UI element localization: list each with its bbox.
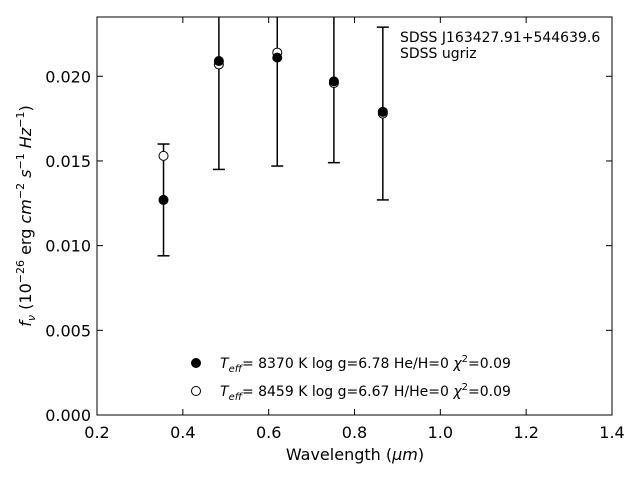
x-tick-label: 0.2: [84, 423, 109, 442]
legend-marker-filled: [191, 358, 201, 368]
legend-label-filled: Teff= 8370 K log g=6.78 He/H=0 χ2=0.09: [220, 354, 511, 375]
x-tick-label: 1.4: [599, 423, 624, 442]
annotation-line-1: SDSS J163427.91+544639.6: [400, 30, 600, 46]
y-axis-title: fν (10−26 erg cm−2 s−1 Hz−1): [14, 105, 38, 326]
data-point-filled: [213, 56, 224, 67]
x-tick-label: 0.6: [256, 423, 281, 442]
legend-label-open: Teff= 8459 K log g=6.67 H/He=0 χ2=0.09: [220, 382, 511, 403]
data-point-open: [158, 150, 169, 161]
y-tick-label: 0.020: [45, 67, 91, 86]
x-tick-label: 0.8: [342, 423, 367, 442]
data-point-filled: [272, 52, 283, 63]
y-tick-label: 0.015: [45, 152, 91, 171]
data-point-filled: [328, 76, 339, 87]
data-point-filled: [377, 106, 388, 117]
annotation-line-2: SDSS ugriz: [400, 46, 477, 62]
x-tick-label: 1.2: [513, 423, 538, 442]
x-axis-title: Wavelength (μm): [286, 445, 424, 464]
y-tick-label: 0.000: [45, 406, 91, 425]
x-tick-label: 1.0: [428, 423, 453, 442]
legend-marker-open: [191, 386, 201, 396]
legend: Teff= 8370 K log g=6.78 He/H=0 χ2=0.09 T…: [191, 354, 511, 403]
y-tick-label: 0.005: [45, 321, 91, 340]
x-tick-label: 0.4: [170, 423, 195, 442]
data-point-filled: [158, 194, 169, 205]
y-tick-label: 0.010: [45, 237, 91, 256]
